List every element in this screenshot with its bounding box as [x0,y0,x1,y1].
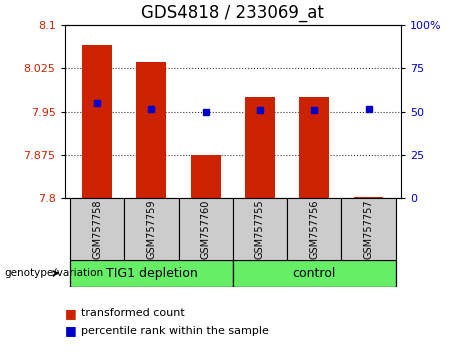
Bar [354,197,384,198]
Bar [245,97,275,198]
Text: GSM757760: GSM757760 [201,200,211,259]
Bar [82,45,112,198]
Text: transformed count: transformed count [81,308,184,318]
FancyBboxPatch shape [233,198,287,260]
Text: genotype/variation: genotype/variation [5,268,104,278]
FancyBboxPatch shape [124,198,178,260]
Text: percentile rank within the sample: percentile rank within the sample [81,326,269,336]
Text: GSM757755: GSM757755 [255,199,265,259]
Text: ■: ■ [65,325,76,337]
Text: TIG1 depletion: TIG1 depletion [106,267,197,280]
Text: GSM757758: GSM757758 [92,199,102,259]
FancyBboxPatch shape [233,260,396,287]
FancyBboxPatch shape [70,198,124,260]
Text: control: control [293,267,336,280]
Text: GSM757759: GSM757759 [147,199,156,259]
FancyBboxPatch shape [341,198,396,260]
FancyBboxPatch shape [178,198,233,260]
Bar [191,155,221,198]
Title: GDS4818 / 233069_at: GDS4818 / 233069_at [142,4,324,22]
Bar [136,62,166,198]
FancyBboxPatch shape [70,260,233,287]
Text: ■: ■ [65,307,76,320]
Bar [299,97,329,198]
Text: GSM757757: GSM757757 [364,199,373,259]
FancyBboxPatch shape [287,198,341,260]
Text: GSM757756: GSM757756 [309,199,319,259]
